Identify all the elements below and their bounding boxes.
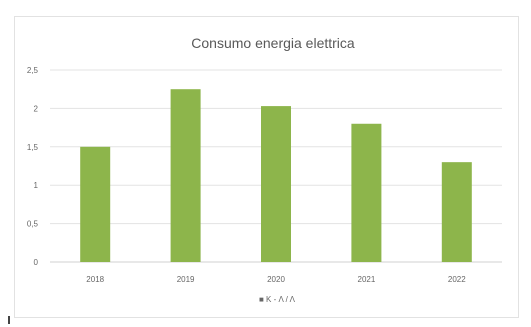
y-tick-label: 2 bbox=[34, 104, 39, 113]
y-tick-label: 1 bbox=[34, 181, 39, 190]
y-tick-label: 0,5 bbox=[27, 220, 39, 229]
y-tick-label: 2,5 bbox=[27, 66, 39, 75]
bar bbox=[261, 106, 291, 262]
legend-label: ■ K - Λ / Λ bbox=[259, 295, 296, 304]
bar bbox=[351, 123, 382, 262]
bars bbox=[80, 89, 472, 262]
x-tick-label: 2022 bbox=[448, 275, 466, 284]
y-tick-label: 0 bbox=[34, 258, 39, 267]
y-axis-labels: 0 0,5 1 1,5 2 2,5 bbox=[27, 66, 39, 267]
legend: ■ K - Λ / Λ bbox=[259, 295, 296, 304]
x-tick-label: 2019 bbox=[177, 275, 195, 284]
x-tick-label: 2020 bbox=[267, 275, 285, 284]
x-axis-labels: 2018 2019 2020 2021 2022 bbox=[86, 275, 466, 284]
x-tick-label: 2018 bbox=[86, 275, 104, 284]
x-tick-label: 2021 bbox=[358, 275, 376, 284]
y-tick-label: 1,5 bbox=[27, 143, 39, 152]
bar bbox=[441, 162, 472, 262]
chart-title: Consumo energia elettrica bbox=[191, 35, 355, 51]
edge-mark bbox=[8, 316, 10, 324]
bar bbox=[80, 146, 111, 262]
bar bbox=[170, 89, 201, 262]
